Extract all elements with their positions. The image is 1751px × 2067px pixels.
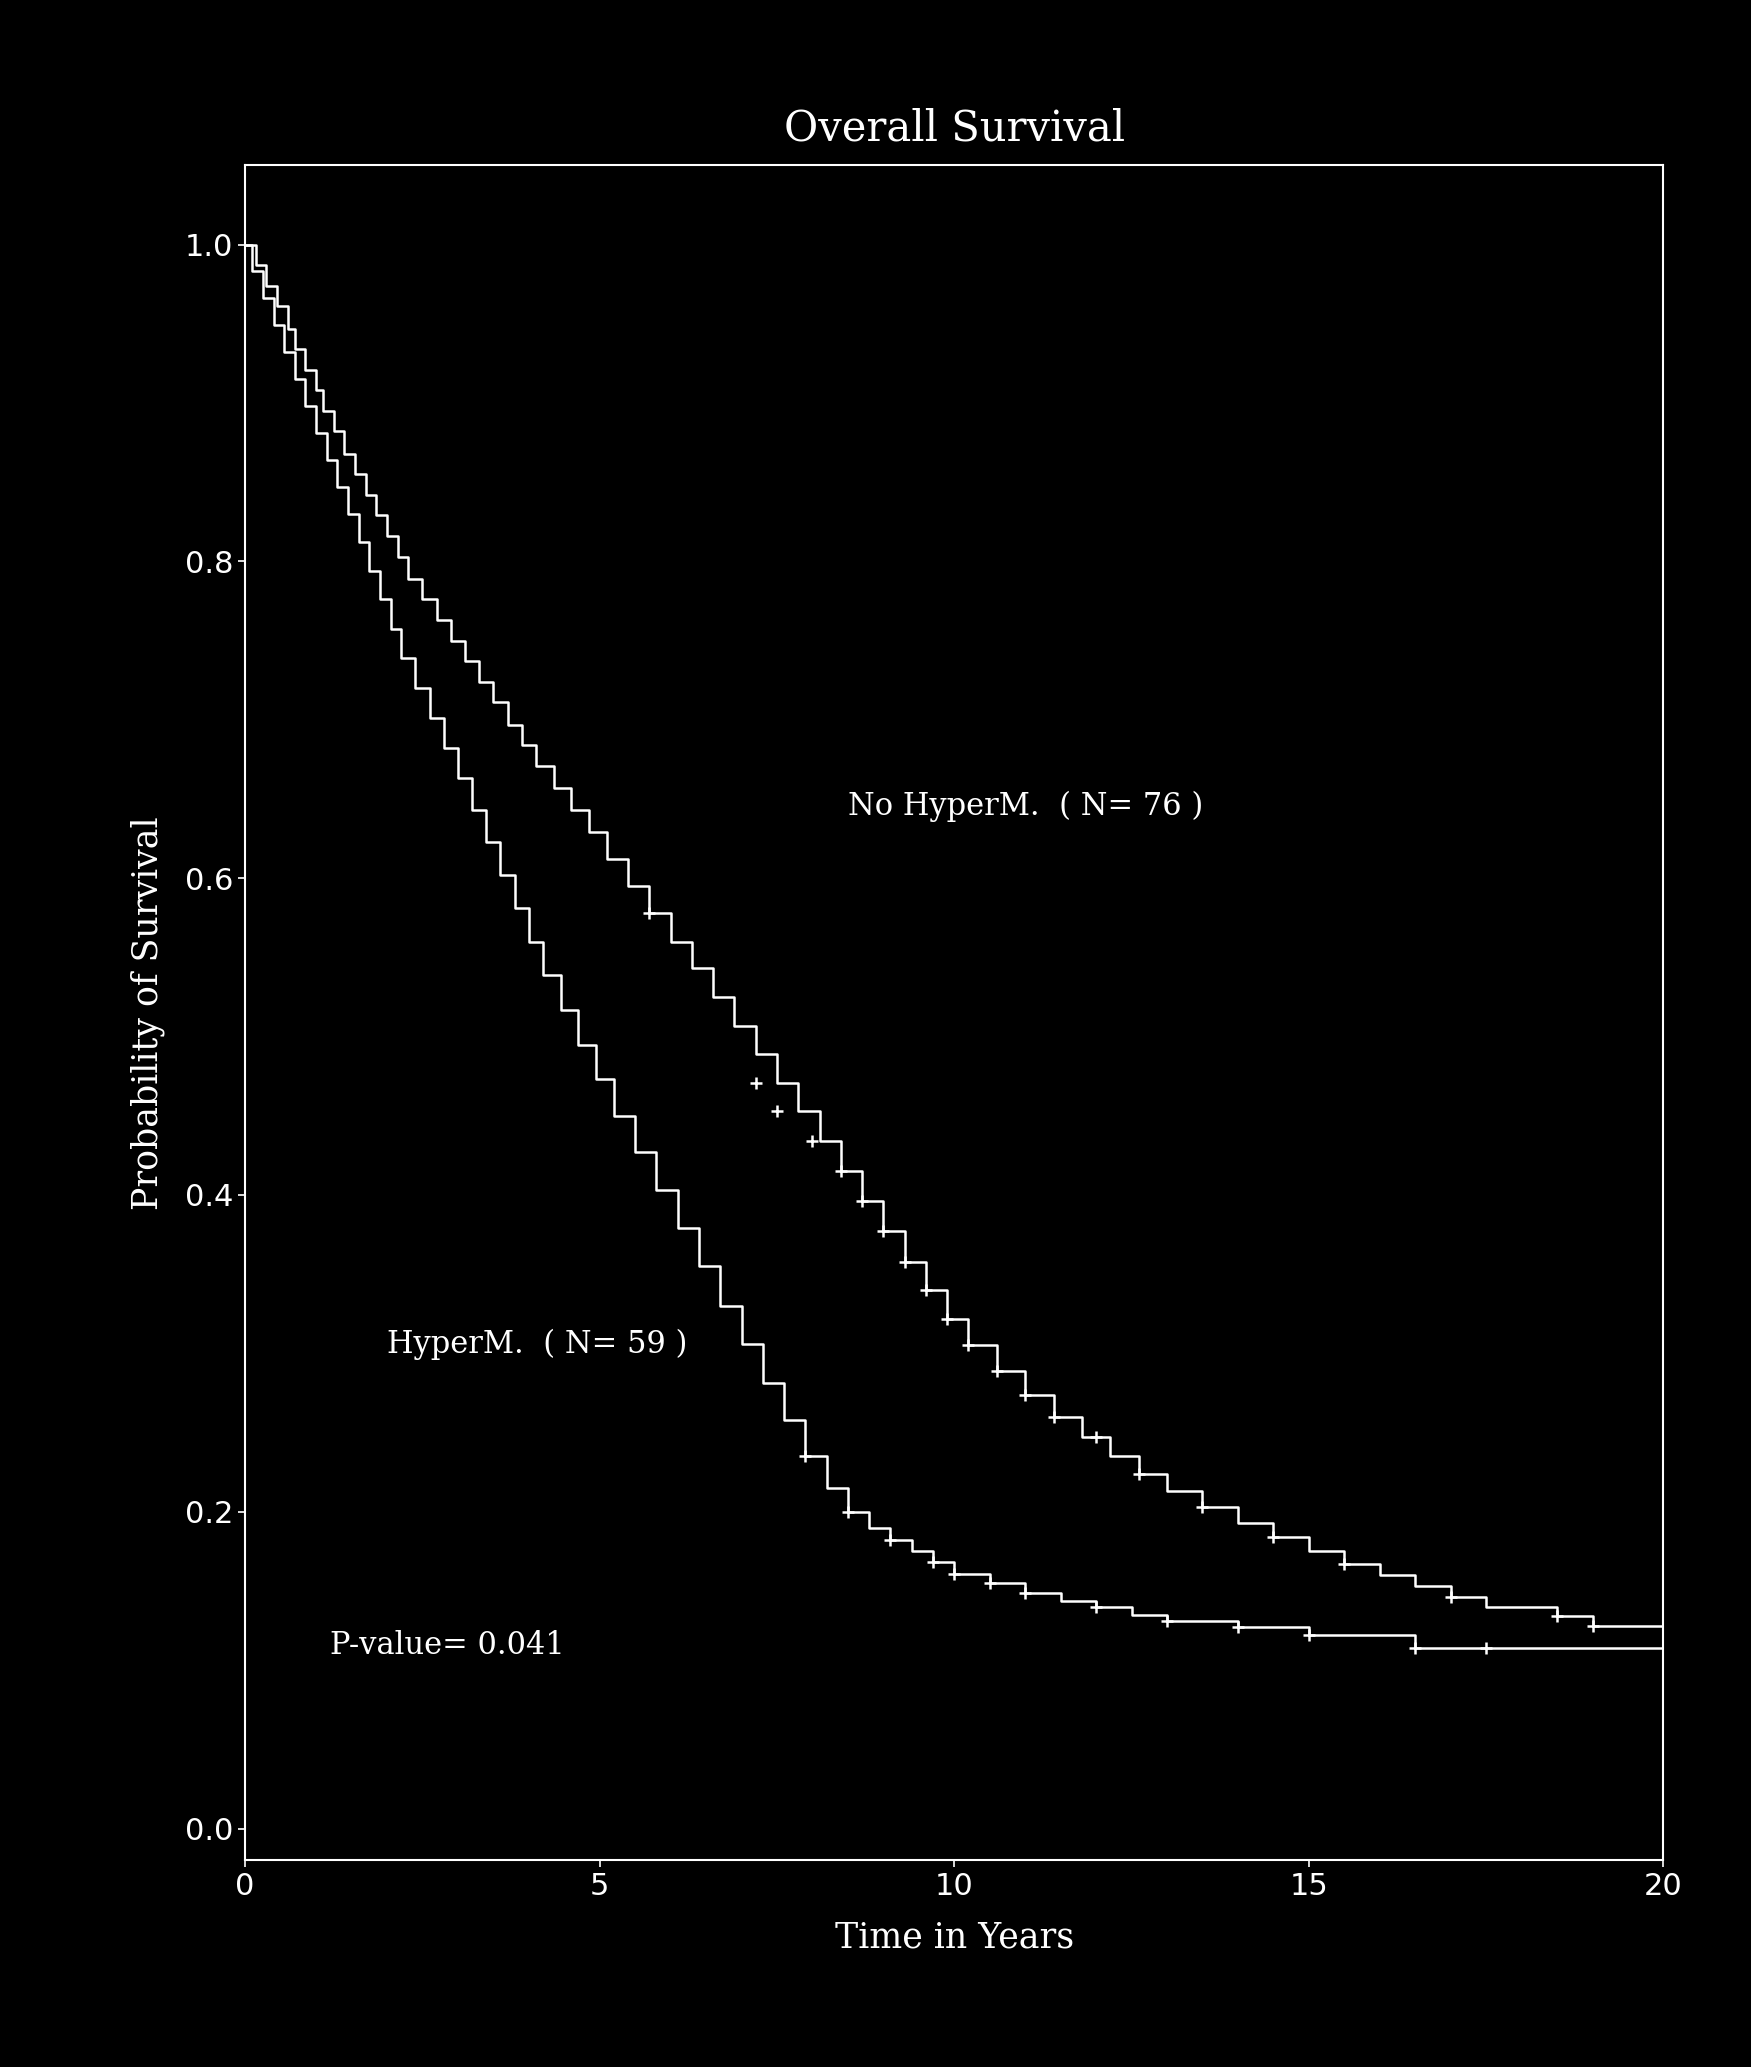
Title: Overall Survival: Overall Survival <box>784 107 1124 149</box>
Text: P-value= 0.041: P-value= 0.041 <box>331 1631 566 1662</box>
Text: HyperM.  ( N= 59 ): HyperM. ( N= 59 ) <box>387 1329 688 1360</box>
Text: No HyperM.  ( N= 76 ): No HyperM. ( N= 76 ) <box>847 790 1203 823</box>
X-axis label: Time in Years: Time in Years <box>835 1920 1073 1955</box>
Y-axis label: Probability of Survival: Probability of Survival <box>131 816 165 1209</box>
